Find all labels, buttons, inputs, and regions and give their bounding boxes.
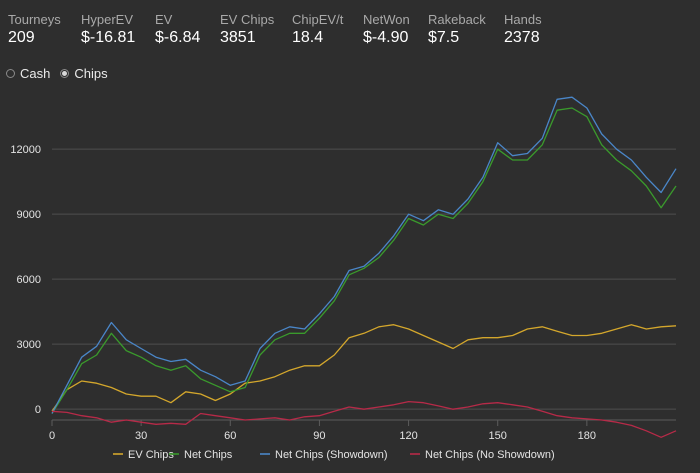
stat-value: $-16.81 [81,29,136,46]
cash-radio[interactable]: Cash [6,66,50,81]
stat-netwon: NetWon $-4.90 [363,12,410,48]
x-tick-label: 60 [224,430,236,442]
cash-label: Cash [20,65,51,81]
stat-ev: EV $-6.84 [155,12,200,48]
stat-value: 18.4 [292,29,324,46]
legend-label: Net Chips (Showdown) [275,449,388,461]
chips-radio[interactable]: Chips [60,65,108,81]
stat-label: EV Chips [220,12,275,27]
stats-bar: Tourneys 209 HyperEV $-16.81 EV $-6.84 E… [0,0,700,52]
stat-value: $-6.84 [155,29,201,46]
radio-selected-icon [60,68,70,78]
x-tick-label: 30 [135,430,147,442]
stat-value: 2378 [504,29,540,46]
stat-label: Hands [504,12,542,27]
stat-label: Tourneys [8,12,61,27]
x-tick-label: 90 [313,430,325,442]
stat-value: 209 [8,29,35,46]
series-line-ev-chips [51,324,677,412]
x-tick-label: 150 [489,430,507,442]
mode-toggle: Cash Chips [6,64,118,82]
stat-value: 3851 [220,29,256,46]
y-tick-label: 6000 [17,274,41,286]
stat-hands: Hands 2378 [504,12,542,48]
stat-value: $7.5 [428,29,460,46]
stat-label: HyperEV [81,12,134,27]
series-line-net-chips-showdown [51,96,677,414]
stat-tourneys: Tourneys 209 [8,12,61,48]
stat-label: Rakeback [428,12,486,27]
stat-rakeback: Rakeback $7.5 [428,12,486,48]
stat-label: EV [155,12,173,27]
x-tick-label: 180 [578,430,596,442]
stat-hyperev: HyperEV $-16.81 [81,12,135,48]
radio-circle-icon [6,68,15,78]
stat-label: ChipEV/t [292,12,344,27]
legend-label: Net Chips (No Showdown) [425,449,555,461]
stat-chipev-per-tourney: ChipEV/t 18.4 [292,12,343,48]
chips-label: Chips [74,65,108,81]
legend-label: Net Chips [184,449,233,461]
legend-label: EV Chips [128,449,174,461]
series-line-net-chips [51,107,677,414]
series-line-net-chips-no-showdown [51,400,677,438]
x-tick-label: 0 [49,430,55,442]
x-tick-label: 120 [399,430,417,442]
stat-ev-chips: EV Chips 3851 [220,12,274,48]
y-tick-label: 9000 [17,209,41,221]
y-tick-label: 12000 [10,144,41,156]
y-tick-label: 0 [35,404,41,416]
stat-label: NetWon [363,12,410,27]
y-tick-label: 3000 [17,339,41,351]
stat-value: $-4.90 [363,29,409,46]
